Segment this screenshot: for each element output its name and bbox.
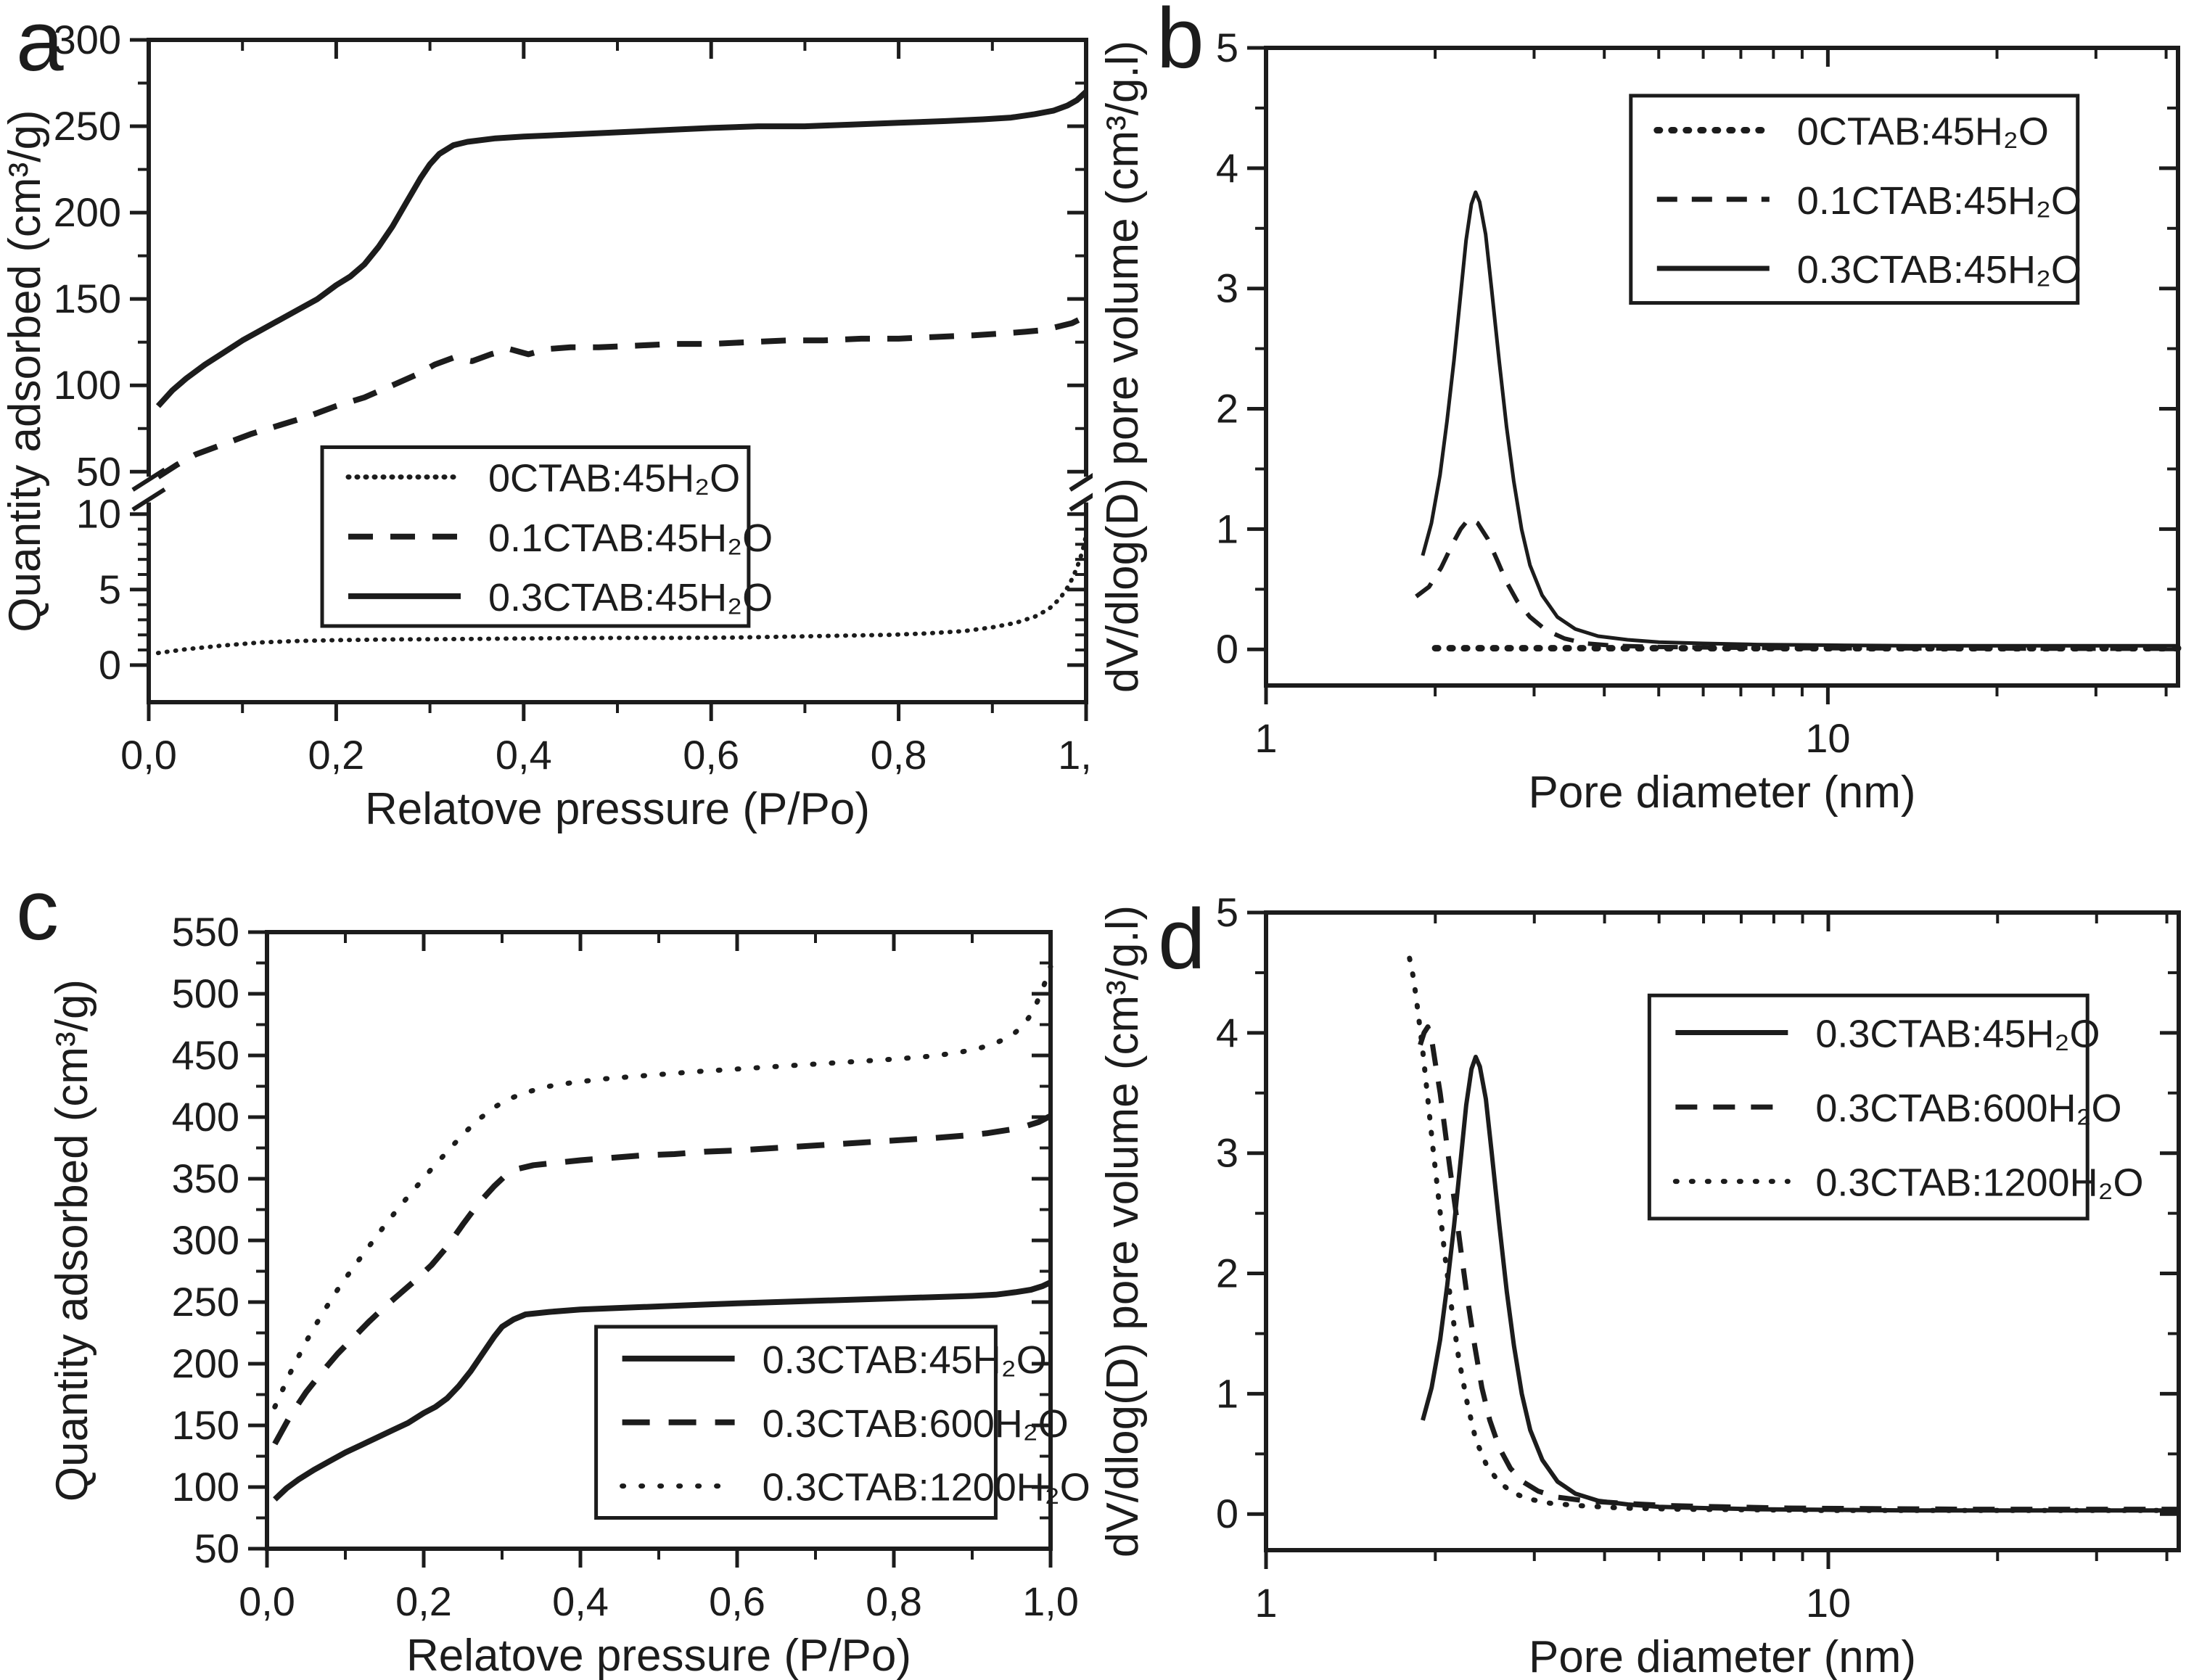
svg-text:0,0: 0,0	[239, 1578, 295, 1624]
svg-text:150: 150	[172, 1402, 239, 1448]
svg-text:5: 5	[1216, 889, 1238, 935]
svg-text:250: 250	[54, 103, 121, 149]
svg-text:50: 50	[194, 1525, 239, 1571]
svg-text:2: 2	[1216, 1251, 1238, 1296]
svg-text:0.1CTAB:45H₂O: 0.1CTAB:45H₂O	[488, 516, 773, 560]
svg-text:1,0: 1,0	[1058, 732, 1093, 778]
svg-text:400: 400	[172, 1094, 239, 1140]
svg-text:250: 250	[172, 1279, 239, 1325]
panel-letter-a: a	[16, 0, 64, 89]
svg-text:5: 5	[99, 567, 121, 612]
svg-text:300: 300	[54, 17, 121, 62]
svg-text:0,4: 0,4	[496, 732, 552, 778]
svg-text:0,8: 0,8	[871, 732, 927, 778]
panel-b: 1 10 5 4 3 2 1 0 0CTAB:45H₂O 0.1CTAB:45H₂O 0.3CTAB…	[1093, 0, 2186, 840]
svg-text:0.3CTAB:45H₂O: 0.3CTAB:45H₂O	[763, 1338, 1047, 1382]
panel-letter-d: d	[1158, 892, 1206, 987]
adsorption-isotherm-chart-a: 0,00,20,40,60,81,03002502001501005010500…	[0, 17, 1093, 834]
svg-text:Pore diameter (nm): Pore diameter (nm)	[1528, 767, 1915, 818]
svg-text:Relatove pressure (P/Po): Relatove pressure (P/Po)	[406, 1631, 911, 1680]
svg-text:5: 5	[1216, 25, 1238, 70]
panel-a: 0,00,20,40,60,81,03002502001501005010500…	[0, 0, 1093, 840]
svg-text:4: 4	[1216, 145, 1238, 191]
svg-text:0.3CTAB:1200H₂O: 0.3CTAB:1200H₂O	[1815, 1161, 2143, 1205]
svg-text:Quantity adsorbed (cm³/g): Quantity adsorbed (cm³/g)	[0, 110, 50, 632]
svg-text:550: 550	[172, 909, 239, 955]
svg-text:3: 3	[1216, 265, 1238, 311]
svg-text:10: 10	[1806, 1580, 1851, 1626]
svg-text:0.3CTAB:45H₂O: 0.3CTAB:45H₂O	[1797, 248, 2082, 292]
svg-text:100: 100	[54, 362, 121, 408]
svg-text:dV/dlog(D) pore volume (cm³/g.: dV/dlog(D) pore volume (cm³/g.l)	[1098, 41, 1148, 693]
adsorption-isotherm-chart-c: 0,0 0,2 0,4 0,6 0,8 1,0 550 500 450 400 350 300 250 2…	[47, 909, 1090, 1680]
svg-text:1: 1	[1254, 1580, 1277, 1626]
panel-letter-b: b	[1156, 0, 1204, 86]
svg-text:0.3CTAB:45H₂O: 0.3CTAB:45H₂O	[1815, 1013, 2100, 1056]
svg-text:200: 200	[54, 189, 121, 235]
pore-size-distribution-chart-b: 1 105432100CTAB:45H₂O0.1CTAB:45H₂O0.3CTAB…	[1098, 25, 2182, 818]
svg-text:10: 10	[1805, 715, 1850, 761]
pore-size-distribution-chart-d: 1 105432100.3CTAB:45H₂O0.3CTAB:600H₂O0.3C…	[1098, 889, 2182, 1680]
panel-letter-c: c	[16, 862, 59, 958]
svg-text:300: 300	[172, 1217, 239, 1263]
svg-text:0.3CTAB:600H₂O: 0.3CTAB:600H₂O	[1815, 1087, 2121, 1130]
svg-text:0,6: 0,6	[709, 1578, 765, 1624]
svg-text:10: 10	[76, 491, 121, 537]
svg-text:Quantity adsorbed (cm³/g): Quantity adsorbed (cm³/g)	[47, 979, 97, 1502]
svg-text:100: 100	[172, 1464, 239, 1510]
svg-text:0,2: 0,2	[395, 1578, 452, 1624]
svg-text:2: 2	[1216, 386, 1238, 432]
svg-text:50: 50	[76, 448, 121, 494]
svg-text:1,0: 1,0	[1022, 1578, 1079, 1624]
svg-text:1: 1	[1216, 1370, 1238, 1416]
svg-text:0.1CTAB:45H₂O: 0.1CTAB:45H₂O	[1797, 179, 2082, 223]
svg-text:0: 0	[1216, 1491, 1238, 1536]
svg-text:0CTAB:45H₂O: 0CTAB:45H₂O	[488, 457, 740, 501]
svg-text:Relatove pressure (P/Po): Relatove pressure (P/Po)	[365, 784, 870, 834]
svg-text:0,6: 0,6	[683, 732, 739, 778]
svg-text:500: 500	[172, 971, 239, 1016]
svg-text:0.3CTAB:600H₂O: 0.3CTAB:600H₂O	[763, 1402, 1069, 1446]
svg-text:dV/dlog(D) pore volume (cm³/g.: dV/dlog(D) pore volume (cm³/g.l)	[1098, 905, 1148, 1557]
svg-text:1: 1	[1254, 715, 1277, 761]
svg-text:0.3CTAB:1200H₂O: 0.3CTAB:1200H₂O	[763, 1466, 1090, 1510]
svg-text:350: 350	[172, 1156, 239, 1201]
svg-text:0.3CTAB:45H₂O: 0.3CTAB:45H₂O	[488, 576, 773, 619]
svg-text:4: 4	[1216, 1010, 1238, 1055]
svg-text:450: 450	[172, 1032, 239, 1078]
svg-text:0CTAB:45H₂O: 0CTAB:45H₂O	[1797, 110, 2049, 154]
svg-text:3: 3	[1216, 1130, 1238, 1176]
svg-text:0: 0	[1216, 626, 1238, 672]
svg-text:0,0: 0,0	[120, 732, 177, 778]
svg-text:200: 200	[172, 1341, 239, 1386]
svg-text:0,4: 0,4	[552, 1578, 609, 1624]
panel-c: 0,0 0,2 0,4 0,6 0,8 1,0 550 500 450 400 350 300 250 2…	[0, 840, 1093, 1680]
panel-d: 1 10 5 4 3 2 1 0 0.3CTAB:45H₂O 0.3CTAB:600H₂O 0.3C…	[1093, 840, 2186, 1680]
svg-text:0,2: 0,2	[308, 732, 364, 778]
svg-text:0: 0	[99, 642, 121, 688]
svg-text:1: 1	[1216, 506, 1238, 551]
svg-text:150: 150	[54, 276, 121, 321]
svg-text:Pore diameter (nm): Pore diameter (nm)	[1529, 1632, 1916, 1680]
svg-text:0,8: 0,8	[866, 1578, 922, 1624]
